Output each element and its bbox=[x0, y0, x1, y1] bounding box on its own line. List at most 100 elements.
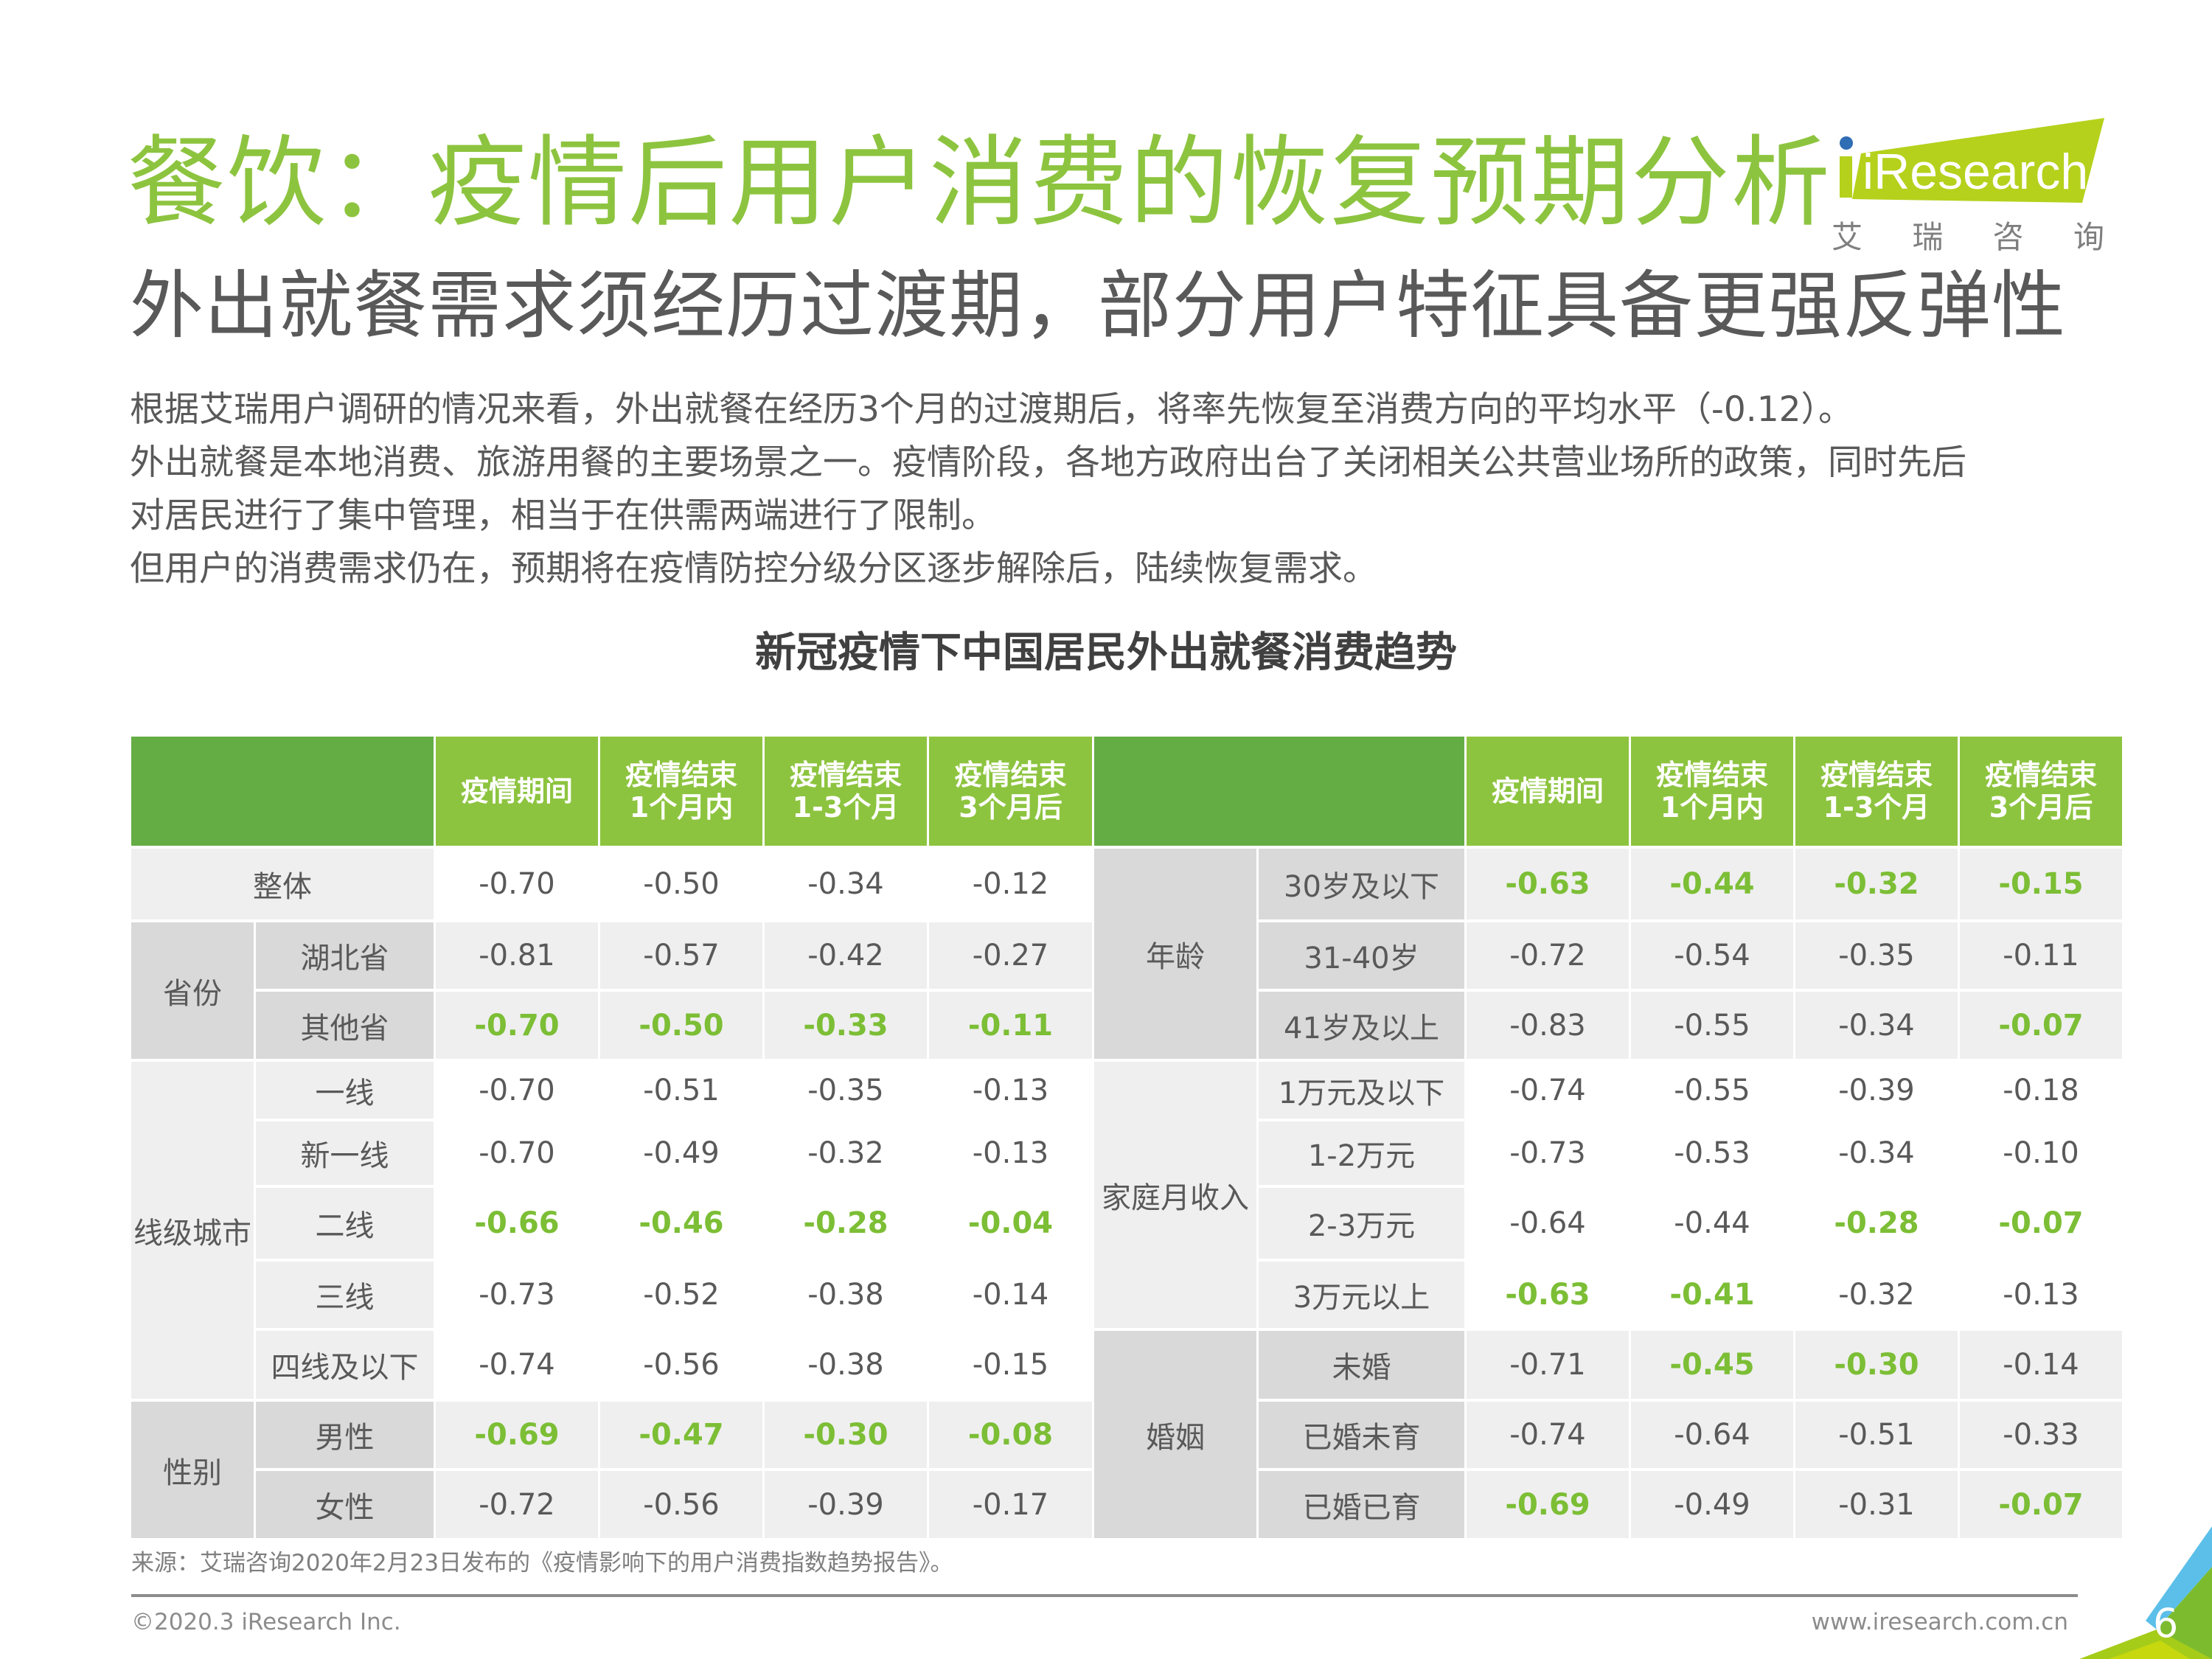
table-cell: -0.64 bbox=[1631, 1402, 1793, 1468]
table-cell: -0.63 bbox=[1467, 849, 1629, 919]
column-header: 疫情结束 1-3个月 bbox=[1795, 737, 1958, 846]
table-cell: -0.56 bbox=[600, 1331, 762, 1399]
table-cell: -0.57 bbox=[600, 922, 762, 989]
table-cell: -0.47 bbox=[600, 1402, 762, 1468]
table-cell: -0.51 bbox=[1795, 1402, 1958, 1468]
table-cell: -0.39 bbox=[765, 1471, 927, 1538]
row-label: 男性 bbox=[256, 1402, 434, 1468]
table-cell: -0.14 bbox=[1960, 1331, 2122, 1399]
body-line: 但用户的消费需求仍在，预期将在疫情防控分级分区逐步解除后，陆续恢复需求。 bbox=[130, 549, 1377, 589]
body-line: 对居民进行了集中管理，相当于在供需两端进行了限制。 bbox=[130, 495, 996, 536]
row-label: 未婚 bbox=[1259, 1331, 1464, 1399]
row-label: 2-3万元 bbox=[1259, 1188, 1464, 1259]
table-cell: -0.70 bbox=[436, 1062, 598, 1119]
table-cell: -0.13 bbox=[1960, 1262, 2122, 1328]
table-cell: -0.18 bbox=[1960, 1062, 2122, 1119]
group-label: 年龄 bbox=[1094, 849, 1256, 1059]
table-cell: -0.08 bbox=[929, 1402, 1092, 1468]
row-label: 3万元以上 bbox=[1259, 1262, 1464, 1328]
row-label: 一线 bbox=[256, 1062, 434, 1119]
group-label: 婚姻 bbox=[1094, 1331, 1256, 1538]
row-label: 二线 bbox=[256, 1188, 434, 1259]
header-blank-left bbox=[131, 737, 434, 846]
body-line: 外出就餐是本地消费、旅游用餐的主要场景之一。疫情阶段，各地方政府出台了关闭相关公… bbox=[130, 442, 1966, 483]
table-cell: -0.69 bbox=[1467, 1471, 1629, 1538]
row-label: 其他省 bbox=[256, 992, 434, 1059]
table-cell: -0.70 bbox=[436, 849, 598, 919]
table-cell: -0.31 bbox=[1795, 1471, 1958, 1538]
table-cell: -0.07 bbox=[1960, 1471, 2122, 1538]
table-cell: -0.32 bbox=[1795, 849, 1958, 919]
table-cell: -0.39 bbox=[1795, 1062, 1958, 1119]
table-cell: -0.81 bbox=[436, 922, 598, 989]
consumption-trend-table: 疫情期间 疫情结束 1个月内 疫情结束 1-3个月 疫情结束 3个月后 疫情期间… bbox=[131, 737, 2122, 1538]
source-note: 来源：艾瑞咨询2020年2月23日发布的《疫情影响下的用户消费指数趋势报告》。 bbox=[131, 1550, 953, 1576]
table-cell: -0.70 bbox=[436, 992, 598, 1059]
table-cell: -0.42 bbox=[765, 922, 927, 989]
table-cell: -0.13 bbox=[929, 1062, 1092, 1119]
corner-decoration-icon bbox=[2079, 1526, 2212, 1659]
row-label-overall: 整体 bbox=[131, 849, 434, 919]
table-cell: -0.49 bbox=[600, 1121, 762, 1185]
table-cell: -0.55 bbox=[1631, 1062, 1793, 1119]
table-cell: -0.14 bbox=[929, 1262, 1092, 1328]
table-cell: -0.11 bbox=[929, 992, 1092, 1059]
table-cell: -0.11 bbox=[1960, 922, 2122, 989]
table-cell: -0.34 bbox=[1795, 992, 1958, 1059]
column-header: 疫情期间 bbox=[436, 737, 598, 846]
table-cell: -0.07 bbox=[1960, 1188, 2122, 1259]
row-label: 已婚已育 bbox=[1259, 1471, 1464, 1538]
table-cell: -0.71 bbox=[1467, 1331, 1629, 1399]
table-cell: -0.54 bbox=[1631, 922, 1793, 989]
group-label: 家庭月收入 bbox=[1094, 1062, 1256, 1328]
column-header: 疫情结束 1-3个月 bbox=[765, 737, 927, 846]
table-cell: -0.07 bbox=[1960, 992, 2122, 1059]
logo-chinese-name: 艾 瑞 咨 询 bbox=[1832, 212, 2104, 257]
table-cell: -0.30 bbox=[1795, 1331, 1958, 1399]
table-cell: -0.74 bbox=[1467, 1062, 1629, 1119]
table-cell: -0.32 bbox=[765, 1121, 927, 1185]
website-url: www.iresearch.com.cn bbox=[1811, 1609, 2068, 1635]
iresearch-logo-icon: iResearch bbox=[1840, 118, 2104, 203]
table-cell: -0.64 bbox=[1467, 1188, 1629, 1259]
table-cell: -0.38 bbox=[765, 1262, 927, 1328]
table-cell: -0.73 bbox=[1467, 1121, 1629, 1185]
table-cell: -0.04 bbox=[929, 1188, 1092, 1259]
table-cell: -0.34 bbox=[765, 849, 927, 919]
row-label: 三线 bbox=[256, 1262, 434, 1328]
table-cell: -0.32 bbox=[1795, 1262, 1958, 1328]
row-label: 已婚未育 bbox=[1259, 1402, 1464, 1468]
logo-char: 艾 bbox=[1832, 219, 1863, 255]
table-cell: -0.34 bbox=[1795, 1121, 1958, 1185]
logo-char: 询 bbox=[2073, 219, 2104, 255]
row-label: 1-2万元 bbox=[1259, 1121, 1464, 1185]
table-cell: -0.51 bbox=[600, 1062, 762, 1119]
page-subtitle: 外出就餐需求须经历过渡期，部分用户特征具备更强反弹性 bbox=[130, 262, 2066, 349]
group-label: 省份 bbox=[131, 922, 254, 1059]
row-label: 31-40岁 bbox=[1259, 922, 1464, 989]
table-cell: -0.70 bbox=[436, 1121, 598, 1185]
table-cell: -0.41 bbox=[1631, 1262, 1793, 1328]
table-cell: -0.28 bbox=[765, 1188, 927, 1259]
table-cell: -0.66 bbox=[436, 1188, 598, 1259]
table-cell: -0.10 bbox=[1960, 1121, 2122, 1185]
column-header: 疫情结束 3个月后 bbox=[1960, 737, 2122, 846]
table-cell: -0.38 bbox=[765, 1331, 927, 1399]
table-cell: -0.27 bbox=[929, 922, 1092, 989]
row-label: 41岁及以上 bbox=[1259, 992, 1464, 1059]
row-label: 女性 bbox=[256, 1471, 434, 1538]
row-label: 新一线 bbox=[256, 1121, 434, 1185]
table-cell: -0.35 bbox=[765, 1062, 927, 1119]
table-cell: -0.83 bbox=[1467, 992, 1629, 1059]
column-header: 疫情期间 bbox=[1467, 737, 1629, 846]
footer-divider bbox=[131, 1594, 2078, 1597]
table-cell: -0.49 bbox=[1631, 1471, 1793, 1538]
column-header: 疫情结束 1个月内 bbox=[1631, 737, 1793, 846]
table-cell: -0.74 bbox=[1467, 1402, 1629, 1468]
svg-text:iResearch: iResearch bbox=[1863, 144, 2088, 200]
table-cell: -0.69 bbox=[436, 1402, 598, 1468]
table-cell: -0.73 bbox=[436, 1262, 598, 1328]
page-title: 餐饮：疫情后用户消费的恢复预期分析 bbox=[127, 125, 1832, 240]
row-label: 湖北省 bbox=[256, 922, 434, 989]
table-cell: -0.74 bbox=[436, 1331, 598, 1399]
